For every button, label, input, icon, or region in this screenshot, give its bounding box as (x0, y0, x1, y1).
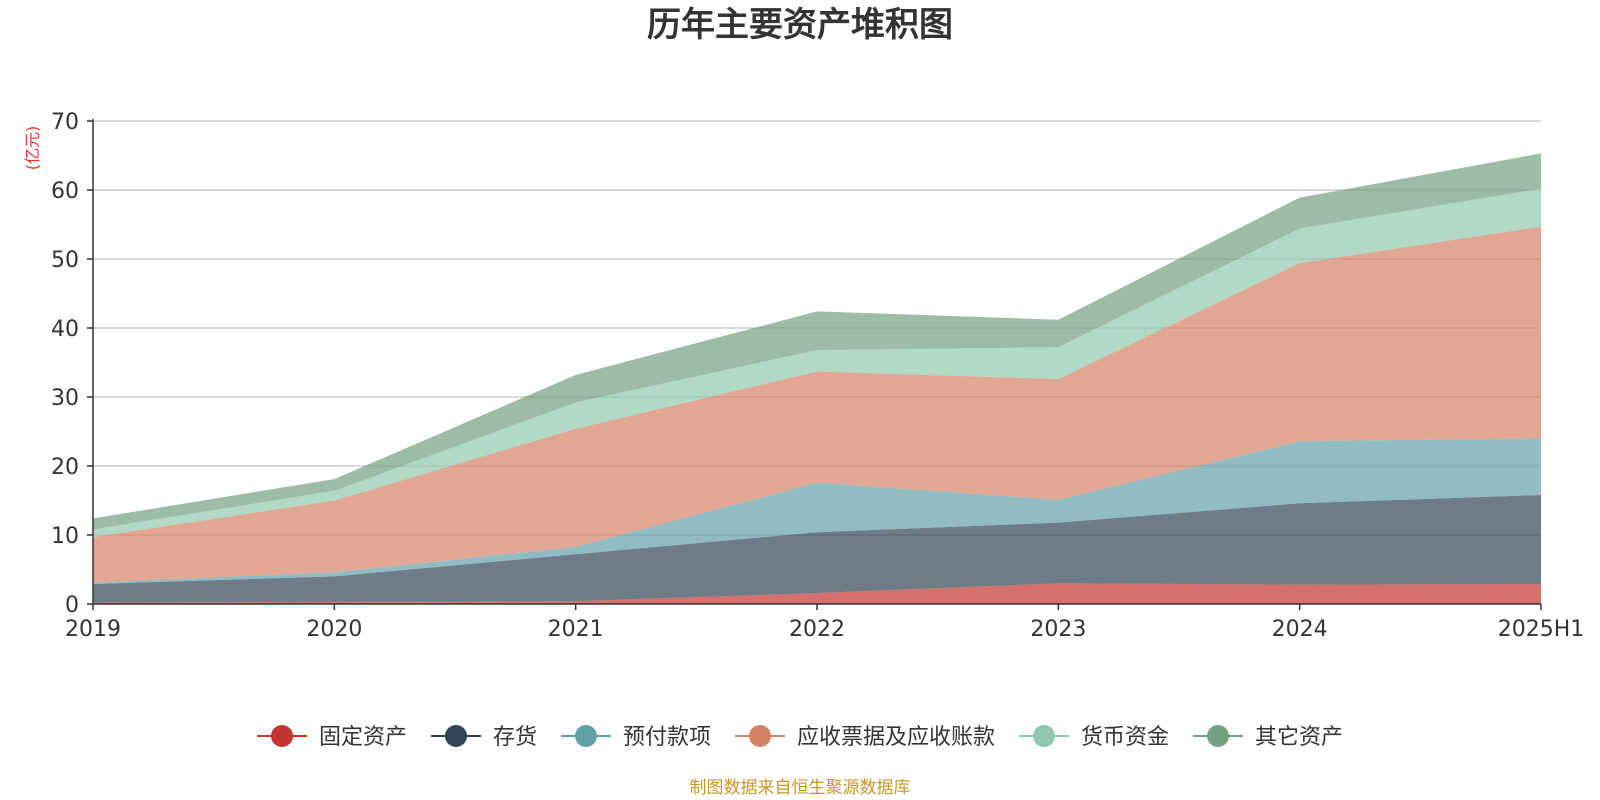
legend-marker (1207, 725, 1229, 747)
legend-marker (1033, 725, 1055, 747)
y-tick-label: 60 (51, 179, 79, 204)
legend: 固定资产 存货 预付款项 应收票据及应收账款 货币资金 其它资产 (257, 725, 1343, 750)
x-axis-ticks: 2019 2020 2021 2022 2023 2024 2025H1 (65, 604, 1584, 642)
x-tick-label: 2019 (65, 617, 121, 642)
y-tick-label: 40 (51, 317, 79, 342)
legend-label: 存货 (493, 725, 537, 750)
y-axis-unit-label: (亿元) (23, 126, 42, 171)
legend-label: 货币资金 (1081, 725, 1169, 750)
series-areas (93, 153, 1541, 604)
area-series-5 (93, 153, 1541, 530)
y-tick-label: 70 (51, 110, 79, 135)
x-tick-label: 2022 (789, 617, 845, 642)
legend-item-1[interactable]: 存货 (431, 725, 537, 750)
chart-title: 历年主要资产堆积图 (647, 5, 953, 45)
y-tick-label: 50 (51, 248, 79, 273)
x-tick-label: 2021 (548, 617, 604, 642)
legend-item-2[interactable]: 预付款项 (561, 725, 711, 750)
area-series-3 (93, 226, 1541, 583)
x-tick-label: 2020 (306, 617, 362, 642)
legend-item-3[interactable]: 应收票据及应收账款 (735, 725, 995, 750)
legend-label: 其它资产 (1255, 725, 1343, 750)
legend-item-5[interactable]: 其它资产 (1193, 725, 1343, 750)
area-series-4 (93, 188, 1541, 538)
legend-marker (271, 725, 293, 747)
x-tick-label: 2023 (1030, 617, 1086, 642)
y-tick-label: 20 (51, 455, 79, 480)
y-axis-ticks: 0 10 20 30 40 50 60 70 (51, 110, 93, 618)
legend-item-0[interactable]: 固定资产 (257, 725, 407, 750)
legend-item-4[interactable]: 货币资金 (1019, 725, 1169, 750)
area-series-2 (93, 438, 1541, 584)
x-tick-label: 2024 (1272, 617, 1328, 642)
y-tick-label: 0 (65, 593, 79, 618)
area-series-1 (93, 495, 1541, 603)
area-series-0 (93, 583, 1541, 604)
y-tick-label: 30 (51, 386, 79, 411)
x-tick-label: 2025H1 (1498, 617, 1585, 642)
legend-label: 固定资产 (319, 725, 407, 750)
y-tick-label: 10 (51, 524, 79, 549)
legend-label: 预付款项 (623, 725, 711, 750)
legend-label: 应收票据及应收账款 (797, 725, 995, 750)
legend-marker (445, 725, 467, 747)
legend-marker (575, 725, 597, 747)
data-source-note: 制图数据来自恒生聚源数据库 (690, 778, 911, 798)
legend-marker (749, 725, 771, 747)
